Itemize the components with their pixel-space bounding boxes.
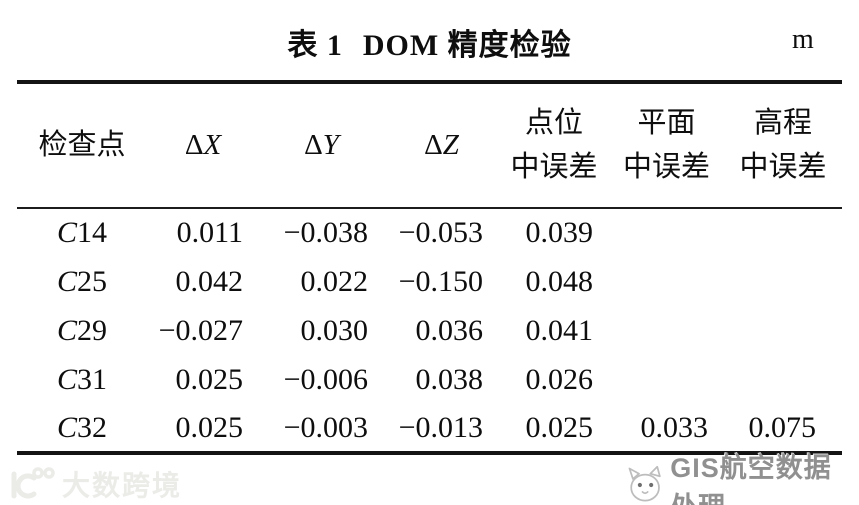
col-header-dy: ΔY xyxy=(259,82,384,208)
checkpoint-prefix: C xyxy=(56,410,77,444)
checkpoint-prefix: C xyxy=(56,313,77,347)
plane-rmse-cell xyxy=(609,208,724,257)
col-header-checkpoint: 检查点 xyxy=(38,128,126,161)
variable-x: X xyxy=(203,128,222,161)
point-rmse-cell: 0.048 xyxy=(525,264,594,298)
cat-face-icon xyxy=(628,465,661,502)
dy-cell: 0.022 xyxy=(300,264,369,298)
watermark-left: 大数跨境 xyxy=(8,464,182,504)
height-rmse-cell xyxy=(724,208,842,257)
point-rmse-cell: 0.039 xyxy=(525,216,594,249)
height-rmse-cell xyxy=(724,306,842,355)
checkpoint-cell: C29 xyxy=(17,306,147,355)
accuracy-table-wrap: 检查点 ΔX ΔY ΔZ 点位 中误差 平面 中误差 高程 中误差 C14 0.… xyxy=(17,80,842,455)
table-row: C31 0.025 −0.006 0.038 0.026 xyxy=(17,355,842,404)
plane-rmse-cell: 0.033 xyxy=(640,410,709,444)
checkpoint-cell: C14 xyxy=(17,208,147,257)
checkpoint-id: 29 xyxy=(77,313,107,347)
col-header-plane-rmse: 平面 中误差 xyxy=(622,107,710,183)
dz-cell: 0.036 xyxy=(415,313,484,347)
delta-symbol: Δ xyxy=(304,128,323,161)
table-name: DOM 精度检验 xyxy=(362,29,572,62)
checkpoint-id: 14 xyxy=(77,216,107,249)
dy-cell: −0.038 xyxy=(283,216,368,249)
watermark-left-text: 大数跨境 xyxy=(62,470,183,501)
col-header-dz: ΔZ xyxy=(384,82,499,208)
dz-cell: −0.013 xyxy=(398,410,483,444)
unit-label: m xyxy=(792,24,814,55)
checkpoint-prefix: C xyxy=(56,216,77,249)
checkpoint-id: 25 xyxy=(77,264,107,298)
plane-rmse-cell xyxy=(609,257,724,306)
col-header-point-rmse: 点位 中误差 xyxy=(510,107,598,183)
plane-rmse-cell xyxy=(609,306,724,355)
dy-cell: 0.030 xyxy=(300,313,369,347)
point-rmse-cell: 0.025 xyxy=(525,410,594,444)
checkpoint-cell: C32 xyxy=(17,404,147,453)
table-row: C32 0.025 −0.003 −0.013 0.025 0.033 0.07… xyxy=(17,404,842,453)
table-number: 表 1 xyxy=(287,29,343,62)
table-row: C25 0.042 0.022 −0.150 0.048 xyxy=(17,257,842,306)
delta-symbol: Δ xyxy=(424,128,443,161)
dx-cell: 0.025 xyxy=(175,410,244,444)
col-header-dx: ΔX xyxy=(147,82,259,208)
plane-rmse-cell xyxy=(609,355,724,404)
table-title: 表 1 DOM 精度检验 xyxy=(0,20,859,64)
checkpoint-id: 31 xyxy=(77,362,107,396)
dy-cell: −0.006 xyxy=(283,362,368,396)
height-rmse-cell xyxy=(724,355,842,404)
dx-cell: 0.011 xyxy=(176,216,243,249)
variable-z: Z xyxy=(442,128,459,161)
checkpoint-cell: C31 xyxy=(17,355,147,404)
point-rmse-cell: 0.041 xyxy=(525,313,594,347)
hundred-logo-icon xyxy=(11,467,55,499)
dz-cell: 0.038 xyxy=(415,362,484,396)
variable-y: Y xyxy=(322,128,339,161)
col-header-height-rmse: 高程 中误差 xyxy=(739,107,827,183)
table-row: C29 −0.027 0.030 0.036 0.041 xyxy=(17,306,842,355)
point-rmse-cell: 0.026 xyxy=(525,362,594,396)
watermark-right-text: GIS航空数据处理 xyxy=(670,453,832,505)
dx-cell: 0.042 xyxy=(175,264,244,298)
delta-symbol: Δ xyxy=(184,128,204,161)
checkpoint-cell: C25 xyxy=(17,257,147,306)
checkpoint-id: 32 xyxy=(77,410,107,444)
watermark-right: GIS航空数据处理 xyxy=(626,446,859,505)
height-rmse-cell: 0.075 xyxy=(748,410,817,444)
accuracy-table: 检查点 ΔX ΔY ΔZ 点位 中误差 平面 中误差 高程 中误差 C14 0.… xyxy=(17,80,842,455)
checkpoint-prefix: C xyxy=(56,362,77,396)
dy-cell: −0.003 xyxy=(283,410,368,444)
dx-cell: −0.027 xyxy=(158,313,243,347)
table-row: C14 0.011 −0.038 −0.053 0.039 xyxy=(17,208,842,257)
dx-cell: 0.025 xyxy=(175,362,244,396)
dz-cell: −0.053 xyxy=(398,216,483,249)
dz-cell: −0.150 xyxy=(398,264,483,298)
height-rmse-cell xyxy=(724,257,842,306)
header-row: 检查点 ΔX ΔY ΔZ 点位 中误差 平面 中误差 高程 中误差 xyxy=(17,82,842,208)
checkpoint-prefix: C xyxy=(56,264,77,298)
